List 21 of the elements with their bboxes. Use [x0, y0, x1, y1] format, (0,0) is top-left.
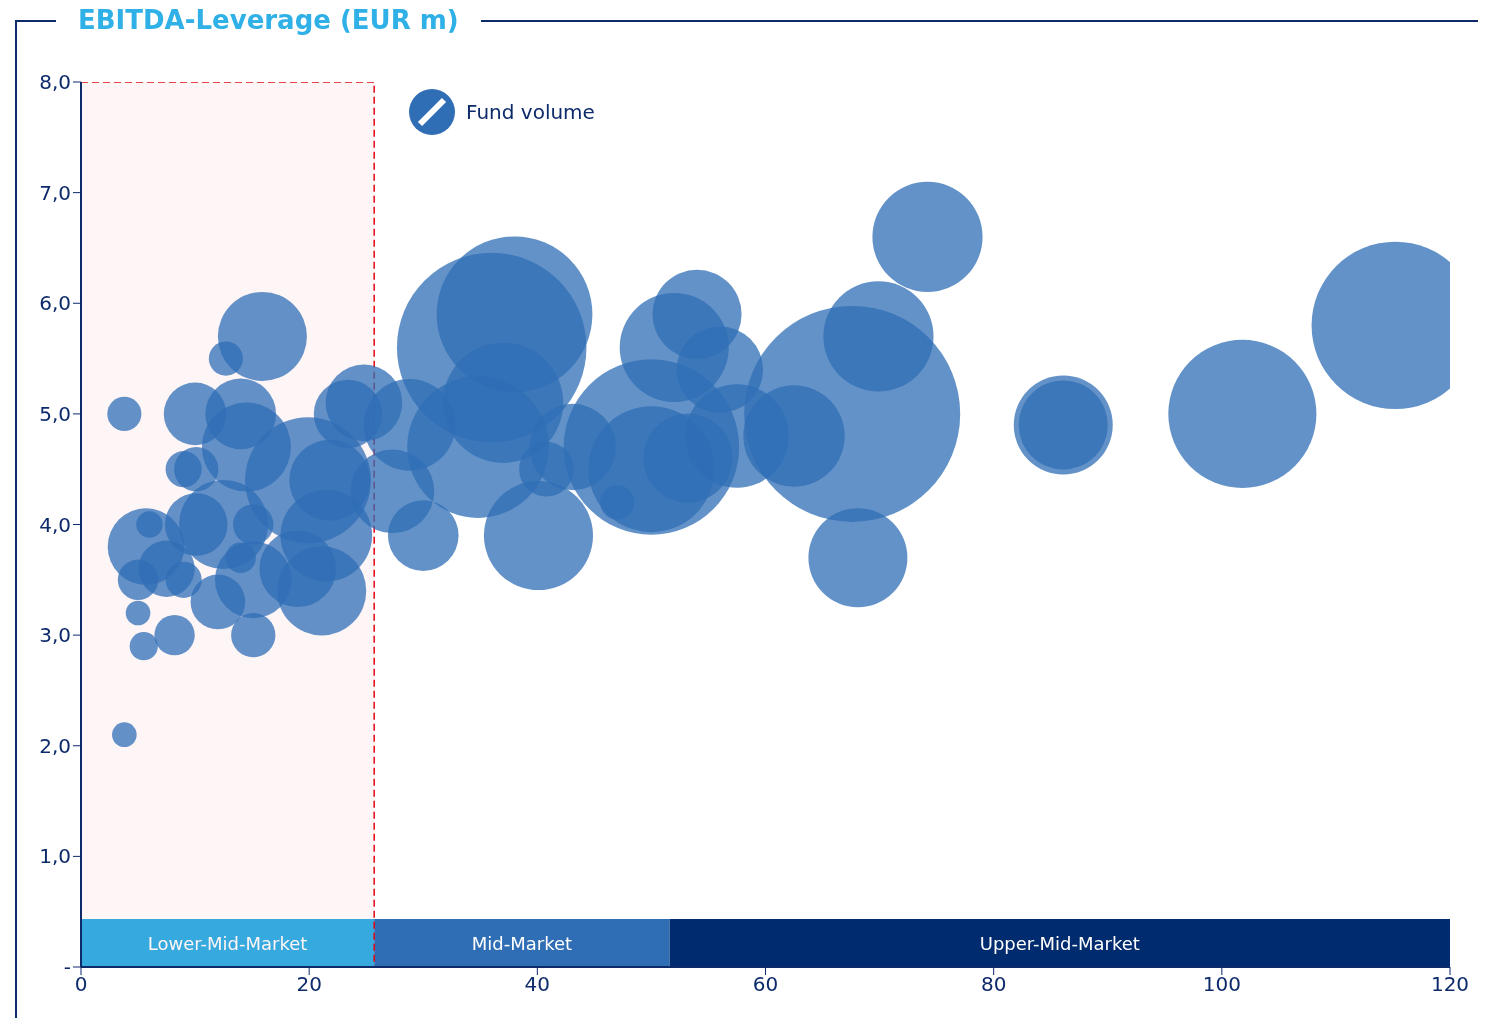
y-tick-label: 7,0	[39, 180, 71, 205]
chart-title: EBITDA-Leverage (EUR m)	[56, 4, 481, 36]
y-tick-label: 4,0	[39, 512, 71, 537]
x-tick-label: 20	[296, 972, 322, 997]
y-tick-label: 1,0	[39, 844, 71, 869]
band-label: Upper-Mid-Market	[979, 933, 1140, 954]
y-tick-label: 8,0	[39, 70, 71, 95]
band-label: Lower-Mid-Market	[147, 933, 308, 954]
x-tick-label: 60	[752, 972, 779, 997]
x-tick-label: 0	[74, 972, 88, 997]
x-tick-label: 80	[980, 972, 1007, 997]
y-tick-label: 3,0	[39, 623, 71, 648]
legend-label: Fund volume	[466, 100, 595, 124]
x-tick-label: 40	[524, 972, 551, 997]
x-tick-label: 120	[1430, 972, 1470, 997]
y-tick-label: 5,0	[39, 401, 71, 426]
x-tick-label: 100	[1202, 972, 1241, 997]
y-tick-label: 6,0	[39, 291, 71, 316]
y-tick-label: 2,0	[39, 733, 71, 758]
band-label: Mid-Market	[471, 933, 573, 954]
y-tick-label: -	[63, 955, 71, 980]
